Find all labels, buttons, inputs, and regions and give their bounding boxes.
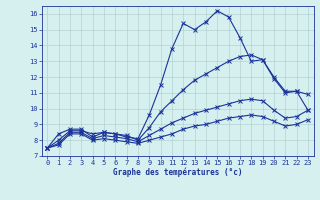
X-axis label: Graphe des températures (°c): Graphe des températures (°c): [113, 168, 242, 177]
